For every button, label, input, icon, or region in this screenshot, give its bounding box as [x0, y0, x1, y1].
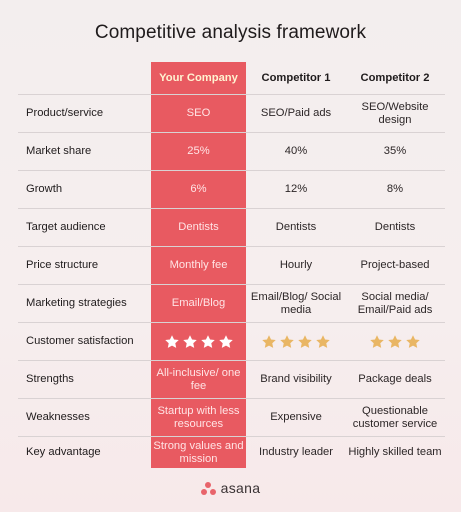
competitor-2-cell: 35% — [383, 145, 407, 157]
your-company-cell: Startup with less resources — [157, 404, 240, 430]
your-company-cell: All-inclusive/ one fee — [156, 366, 241, 392]
table-row: Price structure Monthly fee Hourly Proje… — [18, 247, 445, 284]
competitor-1-rating — [248, 323, 344, 360]
competitor-1-cell: Industry leader — [258, 446, 333, 458]
your-company-column-highlight — [151, 62, 246, 468]
table-row: Strengths All-inclusive/ one fee Brand v… — [18, 361, 445, 398]
row-label: Key advantage — [26, 446, 101, 458]
star-icon — [370, 334, 384, 348]
comparison-table: Your Company Competitor 1 Competitor 2 P… — [18, 62, 445, 468]
row-label: Market share — [26, 145, 92, 157]
competitor-2-cell: 8% — [386, 183, 404, 195]
table-row: Customer satisfaction — [18, 323, 445, 360]
table-row: Weaknesses Startup with less resources E… — [18, 399, 445, 436]
competitor-2-cell: Package deals — [358, 373, 432, 385]
header-competitor-2: Competitor 2 — [360, 71, 430, 84]
star-icon — [280, 334, 294, 348]
star-icon — [182, 334, 197, 348]
competitor-2-cell: Project-based — [360, 259, 430, 271]
star-rating — [369, 334, 421, 350]
competitor-2-cell: Highly skilled team — [348, 446, 442, 458]
star-rating — [261, 334, 331, 350]
competitor-1-cell: 12% — [284, 183, 308, 195]
header-your-company: Your Company — [159, 71, 238, 84]
star-icon — [298, 334, 312, 348]
star-icon — [316, 334, 330, 348]
table-row: Growth 6% 12% 8% — [18, 171, 445, 208]
competitor-1-cell: Expensive — [270, 411, 322, 423]
row-label: Marketing strategies — [26, 297, 127, 309]
row-label: Weaknesses — [26, 411, 90, 423]
page-title: Competitive analysis framework — [94, 22, 367, 43]
divider — [18, 360, 445, 361]
competitor-1-cell: 40% — [284, 145, 308, 157]
footer-brand: asana — [0, 480, 461, 496]
star-icon — [164, 334, 179, 348]
row-label: Strengths — [26, 373, 74, 385]
competitor-1-cell: Dentists — [275, 221, 317, 233]
competitor-1-cell: Brand visibility — [260, 373, 332, 385]
divider — [18, 322, 445, 323]
row-label: Price structure — [26, 259, 99, 271]
header-empty — [26, 62, 148, 94]
your-company-cell: Strong values and mission — [153, 439, 244, 465]
header-competitor-1: Competitor 1 — [261, 71, 331, 84]
your-company-cell: Dentists — [178, 221, 219, 233]
divider — [18, 246, 445, 247]
divider — [18, 94, 445, 95]
competitor-2-cell: Questionable customer service — [352, 404, 438, 430]
row-label: Target audience — [26, 221, 106, 233]
row-label: Customer satisfaction — [26, 335, 134, 347]
table-row: Market share 25% 40% 35% — [18, 133, 445, 170]
competitor-1-cell: SEO/Paid ads — [260, 107, 332, 119]
divider — [18, 170, 445, 171]
star-icon — [262, 334, 276, 348]
divider — [18, 398, 445, 399]
table-row: Key advantage Strong values and mission … — [18, 437, 445, 468]
competitor-2-cell: Social media/ Email/Paid ads — [357, 290, 433, 316]
competitor-2-cell: SEO/Website design — [361, 100, 429, 126]
competitor-2-cell: Dentists — [374, 221, 416, 233]
your-company-cell: 25% — [187, 145, 210, 157]
your-company-cell: SEO — [186, 107, 211, 119]
asana-logo-icon — [200, 481, 216, 495]
star-icon — [200, 334, 215, 348]
row-label: Product/service — [26, 107, 104, 119]
divider — [18, 132, 445, 133]
your-company-cell: 6% — [190, 183, 207, 195]
divider — [18, 208, 445, 209]
competitor-1-cell: Email/Blog/ Social media — [250, 290, 342, 316]
table-row: Target audience Dentists Dentists Dentis… — [18, 209, 445, 246]
competitor-2-rating — [346, 323, 444, 360]
your-company-cell: Monthly fee — [169, 259, 228, 271]
table-row: Product/service SEO SEO/Paid ads SEO/Web… — [18, 95, 445, 132]
star-icon — [218, 334, 233, 348]
your-company-cell: Email/Blog — [171, 297, 226, 309]
table-row: Marketing strategies Email/Blog Email/Bl… — [18, 285, 445, 322]
brand-name: asana — [220, 480, 261, 496]
star-icon — [388, 334, 402, 348]
divider — [18, 284, 445, 285]
competitor-1-cell: Hourly — [279, 259, 313, 271]
your-company-rating — [151, 323, 246, 360]
row-label: Growth — [26, 183, 63, 195]
star-rating — [164, 334, 234, 350]
star-icon — [406, 334, 420, 348]
divider — [18, 436, 445, 437]
table-header-row: Your Company Competitor 1 Competitor 2 — [18, 62, 445, 94]
